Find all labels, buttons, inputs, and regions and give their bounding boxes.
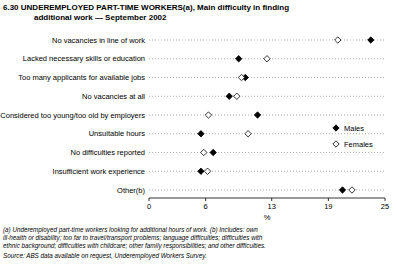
- marker: [238, 74, 244, 80]
- grid-line: [149, 152, 385, 153]
- x-tick-label: 25: [381, 202, 389, 211]
- marker: [335, 37, 341, 43]
- category-label: Other(b): [117, 186, 145, 195]
- category-label: No difficulties reported: [71, 148, 145, 157]
- x-axis: [149, 198, 385, 199]
- source: Source: ABS data available on request, U…: [3, 252, 207, 260]
- subtitle: additional work — September 2002: [34, 13, 167, 22]
- legend-marker: [333, 125, 339, 131]
- category-label: No vacancies in line of work: [52, 36, 145, 45]
- category-label: Lacked necessary skills or education: [23, 54, 145, 63]
- marker: [226, 93, 232, 99]
- grid-line: [149, 77, 385, 78]
- marker: [368, 37, 374, 43]
- marker: [235, 56, 241, 62]
- legend-marker: [333, 141, 339, 147]
- x-tick: [385, 198, 386, 201]
- x-tick-label: 19: [324, 202, 332, 211]
- category-label: No vacancies at all: [82, 92, 145, 101]
- marker: [198, 168, 204, 174]
- legend-label: Males: [344, 124, 364, 133]
- x-tick: [328, 198, 329, 201]
- grid-line: [149, 171, 385, 172]
- grid-line: [149, 96, 385, 97]
- category-label: Considered too young/too old by employer…: [0, 111, 145, 120]
- marker: [205, 112, 211, 118]
- marker: [201, 149, 207, 155]
- x-tick-label: 6: [204, 202, 208, 211]
- marker: [339, 187, 345, 193]
- marker: [198, 131, 204, 137]
- x-tick-label: 13: [268, 202, 276, 211]
- grid-line: [149, 133, 385, 134]
- marker: [264, 56, 270, 62]
- x-tick: [149, 198, 150, 201]
- footnote: (a) Underemployed part-time workers look…: [3, 226, 258, 234]
- category-label: Insufficient work experience: [53, 167, 145, 176]
- footnote: ill-health or disability; too far to tra…: [3, 234, 263, 242]
- title: 6.30 UNDEREMPLOYED PART-TIME WORKERS(a),…: [3, 3, 289, 12]
- footnote: ethnic background; difficulties with chi…: [3, 242, 266, 250]
- x-tick: [205, 198, 206, 201]
- x-tick: [271, 198, 272, 201]
- legend-label: Females: [344, 140, 373, 149]
- marker: [254, 112, 260, 118]
- x-axis-label: %: [264, 213, 271, 222]
- marker: [245, 131, 251, 137]
- marker: [349, 187, 355, 193]
- category-label: Unsuitable hours: [89, 129, 146, 138]
- marker: [210, 149, 216, 155]
- plot-area: [198, 37, 374, 193]
- marker: [234, 93, 240, 99]
- grid-line: [149, 115, 385, 116]
- category-label: Too many applicants for available jobs: [18, 73, 145, 82]
- chart: 6.30 UNDEREMPLOYED PART-TIME WORKERS(a),…: [0, 0, 397, 265]
- marker: [204, 168, 210, 174]
- grid-line: [149, 40, 385, 41]
- x-tick-label: 0: [147, 202, 151, 211]
